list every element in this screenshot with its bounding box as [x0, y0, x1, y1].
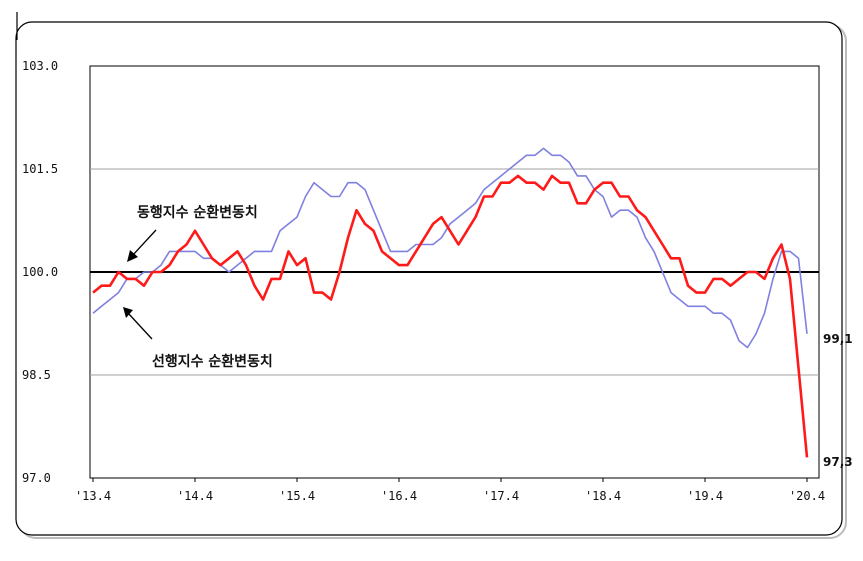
- end-label-coincident: 97,3: [823, 455, 853, 469]
- x-tick-label-2: '15.4: [279, 489, 315, 503]
- y-tick-label-3: 98.5: [22, 368, 51, 382]
- y-tick-label-1: 101.5: [22, 162, 58, 176]
- x-tick-label-5: '18.4: [585, 489, 621, 503]
- x-tick-label-4: '17.4: [483, 489, 519, 503]
- x-tick-label-7: '20.4: [789, 489, 825, 503]
- chart-frame: [15, 21, 843, 536]
- x-axis-ticks: '13.4 '14.4 '15.4 '16.4 '17.4 '18.4 '19.4 '20.4: [75, 478, 825, 503]
- y-tick-label-0: 103.0: [22, 59, 58, 73]
- x-tick-label-3: '16.4: [381, 489, 417, 503]
- end-label-leading: 99,1: [823, 332, 853, 346]
- arrow-leading: [123, 307, 153, 340]
- y-tick-label-2: 100.0: [22, 265, 58, 279]
- series-lines: [92, 147, 809, 458]
- arrow-coincident: [127, 229, 157, 262]
- x-tick-label-1: '14.4: [177, 489, 213, 503]
- x-tick-label-6: '19.4: [687, 489, 723, 503]
- series-line-coincident: [92, 174, 809, 458]
- annotation-coincident: 동행지수 순환변동치: [137, 204, 258, 221]
- gridlines: [90, 168, 819, 376]
- annotation-leading: 선행지수 순환변동치: [152, 353, 273, 370]
- y-axis-ticks: 103.0 101.5 100.0 98.5 97.0: [22, 59, 58, 485]
- y-tick-label-4: 97.0: [22, 471, 51, 485]
- x-tick-label-0: '13.4: [75, 489, 111, 503]
